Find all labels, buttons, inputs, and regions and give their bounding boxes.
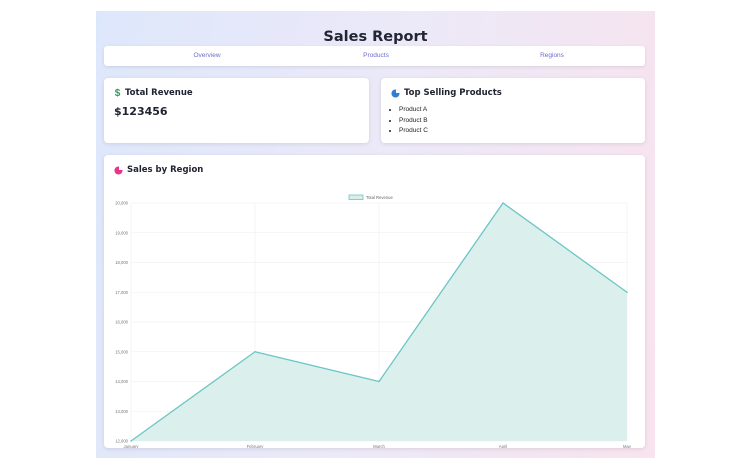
x-tick-label: March [373, 444, 385, 448]
top-products-card: Top Selling Products Product A Product B… [381, 78, 645, 143]
x-tick-label: February [247, 444, 265, 448]
nav-bar: Overview Products Regions [104, 46, 645, 66]
page-title: Sales Report [323, 29, 428, 45]
nav-link-regions[interactable]: Regions [540, 52, 564, 59]
total-revenue-value: $123456 [114, 105, 168, 118]
sales-chart: 12,000 13,000 14,000 15,000 16,000 17,000 18,0… [115, 194, 632, 448]
list-item: Product A [399, 105, 428, 116]
total-revenue-card: $ Total Revenue $123456 [104, 78, 369, 143]
dashboard-panel: Sales Report Overview Products Regions $… [96, 11, 655, 458]
data-point [254, 350, 256, 353]
pie-chart-icon [114, 165, 123, 175]
y-tick-label: 17,000 [115, 290, 128, 295]
data-point [130, 440, 132, 442]
dollar-icon: $ [114, 87, 121, 99]
series-area [131, 203, 627, 441]
y-tick-label: 12,000 [115, 439, 128, 444]
y-tick-label: 14,000 [115, 379, 128, 384]
y-tick-label: 18,000 [115, 260, 128, 265]
nav-link-products[interactable]: Products [363, 52, 389, 59]
y-tick-label: 16,000 [115, 320, 128, 325]
x-tick-label: May [623, 444, 632, 448]
legend-swatch [348, 194, 364, 200]
sales-by-region-title: Sales by Region [127, 165, 204, 175]
x-tick-label: April [499, 444, 507, 448]
sales-by-region-card: Sales by Region 12,000 13,000 14,000 15,000… [104, 155, 645, 448]
data-point [378, 380, 380, 383]
y-tick-label: 15,000 [115, 349, 128, 354]
data-point [626, 291, 628, 294]
products-list: Product A Product B Product C [399, 105, 428, 137]
nav-link-overview[interactable]: Overview [193, 52, 221, 59]
x-tick-label: January [124, 444, 140, 448]
y-tick-label: 19,000 [115, 230, 128, 235]
pie-chart-icon [391, 88, 400, 98]
y-tick-label: 20,000 [115, 201, 128, 206]
y-tick-label: 13,000 [115, 409, 128, 414]
list-item: Product C [399, 126, 428, 137]
total-revenue-title: Total Revenue [125, 88, 193, 98]
list-item: Product B [399, 116, 428, 127]
top-products-title: Top Selling Products [404, 88, 502, 98]
legend-label: Total Revenue [366, 195, 393, 200]
data-point [502, 202, 504, 204]
